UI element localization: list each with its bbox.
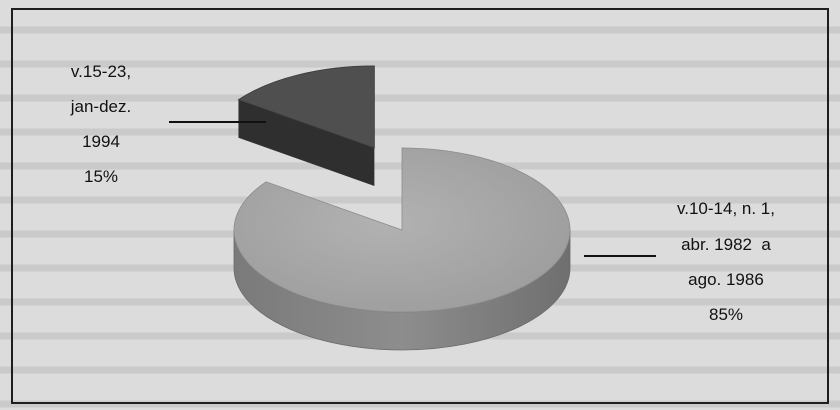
label-small-percent: 15%: [84, 167, 118, 186]
label-large-line-3: ago. 1986: [688, 270, 764, 289]
label-large-percent: 85%: [709, 305, 743, 324]
label-small-line-1: v.15-23,: [71, 62, 131, 81]
pie-slice-small-side: [238, 99, 375, 186]
pie-slice-small: [237, 65, 375, 149]
label-large-line-1: v.10-14, n. 1,: [677, 199, 775, 218]
label-small-line-2: jan-dez.: [70, 97, 131, 116]
pie-slice-large: [233, 147, 571, 313]
chart-frame: [11, 8, 829, 404]
label-small-line-3: 1994: [82, 132, 120, 151]
label-large-line-2: abr. 1982 a: [681, 235, 771, 254]
